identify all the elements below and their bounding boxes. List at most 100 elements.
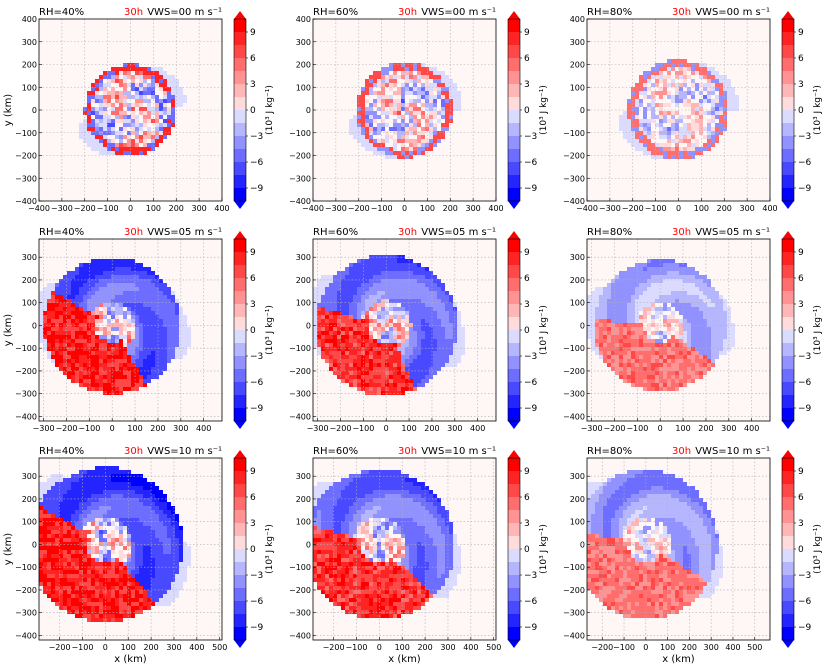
panel-vws-label: VWS=05 m s⁻¹ [695,227,770,238]
y-tick-label: −300 [289,390,311,399]
y-tick-label: −200 [289,152,311,161]
colorbar: 9 6 3 0 −3 −6 −9 (10³ J kg⁻¹) [233,231,275,429]
colorbar-level [782,123,794,137]
colorbar-tick-label: 6 [524,54,530,64]
x-tick-label: 400 [214,204,229,213]
panel-time-label: 30h [398,446,417,457]
colorbar-label: (10³ J kg⁻¹) [813,305,823,355]
colorbar-level [508,601,520,615]
x-tick-label: 0 [658,424,663,433]
y-tick-label: 300 [22,253,37,262]
x-tick-label: −200 [49,643,71,652]
colorbar-level [782,369,794,383]
x-tick-label: 200 [698,424,713,433]
panel-rh-label: RH=60% [313,446,358,457]
y-tick-label: −200 [15,152,37,161]
y-tick-label: −100 [563,563,585,572]
colorbar-level [508,71,520,85]
colorbar-level [782,278,794,292]
colorbar-tick-label: −3 [524,352,537,362]
x-tick-label: −100 [97,204,119,213]
colorbar-extend-top [234,450,246,458]
colorbar-level [782,497,794,511]
colorbar-label: (10³ J kg⁻¹) [265,85,275,135]
colorbar-level [508,510,520,524]
colorbar-label: (10³ J kg⁻¹) [539,85,549,135]
colorbar-level [782,356,794,370]
y-tick-label: −400 [289,631,311,640]
colorbar-tick-label: 0 [250,545,256,555]
colorbar-level [782,601,794,615]
grid [39,458,222,640]
y-tick-label: 300 [22,38,37,47]
panel-vws-label: VWS=10 m s⁻¹ [421,446,496,457]
x-tick-label: −300 [51,204,73,213]
colorbar-level [782,536,794,550]
colorbar-level [782,19,794,33]
grid [313,458,496,640]
colorbar-level [782,395,794,409]
grid [587,19,770,201]
colorbar-level [782,627,794,641]
panel-vws-label: VWS=10 m s⁻¹ [147,446,222,457]
colorbar-extend-bottom [234,201,246,209]
x-tick-label: −300 [33,424,55,433]
panel-vws-label: VWS=00 m s⁻¹ [421,7,496,18]
x-tick-label: −200 [329,424,351,433]
colorbar: 9 6 3 0 −3 −6 −9 (10³ J kg⁻¹) [781,11,823,209]
colorbar-level [234,601,246,615]
colorbar-level [782,523,794,537]
y-tick-label: −300 [563,174,585,183]
colorbar-level [782,614,794,628]
colorbar-level [234,484,246,498]
colorbar-level [234,278,246,292]
grid [313,239,496,421]
panel-7: −200 −100 0 100 200 300 400 500−400−300−200−100… [3,446,275,665]
heatmap-field [587,470,723,618]
x-tick-label: −100 [345,643,367,652]
y-tick-label: 0 [580,321,585,330]
colorbar-level [782,162,794,176]
colorbar-tick-label: 9 [798,28,804,38]
x-tick-label: −300 [307,424,329,433]
y-tick-label: −300 [289,174,311,183]
colorbar-tick-label: 6 [798,274,804,284]
colorbar-level [234,32,246,46]
y-axis-label: y (km) [3,314,14,347]
y-tick-label: −200 [563,367,585,376]
colorbar-level [508,123,520,137]
x-tick-label: 300 [440,643,455,652]
y-tick-label: 400 [296,15,311,24]
y-tick-label: 0 [306,106,311,115]
y-tick-label: −200 [563,586,585,595]
y-tick-label: −200 [289,586,311,595]
colorbar-tick-label: 0 [250,326,256,336]
x-tick-label: 300 [465,204,480,213]
colorbar-level [782,84,794,98]
panel-9: −200 −100 0 100 200 300 400 500−400−300−200−100… [563,446,823,665]
colorbar-tick-label: 0 [524,326,530,336]
panel-rh-label: RH=80% [587,446,632,457]
panel-5: −300 −200 −100 0 100 200 300 400−400−300−200−10… [289,227,549,433]
x-axis-label: x (km) [388,654,421,665]
panel-rh-label: RH=80% [587,227,632,238]
colorbar-level [782,32,794,46]
y-tick-label: 300 [22,472,37,481]
y-tick-label: −100 [15,129,37,138]
y-tick-label: −100 [15,563,37,572]
x-tick-label: 0 [676,204,681,213]
x-tick-label: −300 [325,204,347,213]
panel-rh-label: RH=60% [313,227,358,238]
colorbar-tick-label: 0 [524,545,530,555]
colorbar-tick-label: −6 [250,378,264,388]
colorbar-level [508,356,520,370]
y-tick-label: 100 [22,299,37,308]
colorbar-tick-label: −9 [524,623,538,633]
panel-rh-label: RH=40% [39,7,84,18]
y-tick-label: −400 [563,412,585,421]
colorbar-extend-top [508,231,520,239]
colorbar-label: (10³ J kg⁻¹) [265,305,275,355]
colorbar-tick-label: −6 [798,158,812,168]
colorbar-level [508,188,520,202]
colorbar-level [508,239,520,253]
